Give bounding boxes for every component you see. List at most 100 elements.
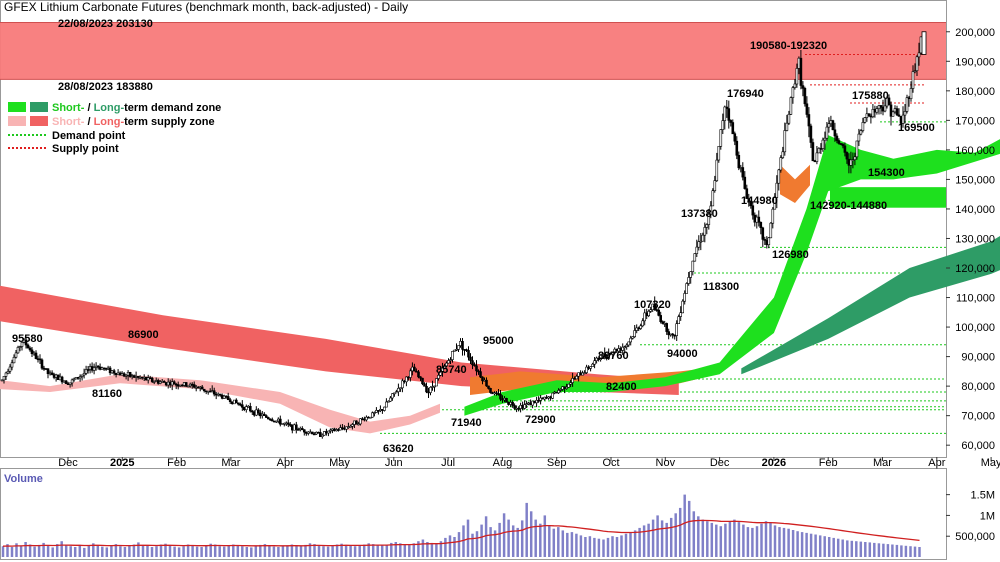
candle-body	[751, 205, 755, 216]
price-annotation: 94000	[667, 348, 698, 360]
candle-body	[767, 237, 771, 246]
candle-body	[559, 389, 562, 391]
volume-y-tick-label: 500,000	[955, 531, 995, 543]
candle-body	[875, 108, 879, 113]
candle-body	[821, 139, 825, 149]
candle-body	[286, 422, 290, 425]
candle-body	[621, 346, 625, 351]
candle-body	[831, 120, 835, 131]
candle-body	[661, 321, 665, 324]
candle-body	[799, 57, 803, 86]
candle-body	[495, 392, 498, 395]
candle-body	[731, 122, 735, 135]
candle-body	[647, 310, 651, 316]
candle-body	[327, 430, 330, 434]
candle-body	[713, 180, 717, 192]
candle-body	[551, 392, 554, 399]
candle-body	[94, 365, 98, 368]
candle-body	[164, 382, 168, 386]
candle-body	[423, 383, 426, 387]
candle-body	[264, 415, 268, 418]
candle-body	[395, 391, 398, 394]
candle-body	[805, 103, 809, 115]
candle-body	[126, 371, 130, 376]
candle-body	[10, 362, 14, 368]
candle-body	[387, 400, 390, 403]
candle-body	[749, 200, 753, 206]
y-tick-label: 170,000	[955, 115, 995, 127]
candle-body	[511, 401, 514, 406]
candle-body	[841, 144, 845, 147]
candle-body	[571, 378, 574, 383]
candle-body	[567, 383, 570, 388]
candle-body	[793, 83, 797, 88]
candle-body	[243, 406, 246, 410]
candle-body	[455, 348, 458, 351]
candle-body	[759, 222, 763, 229]
candle-body	[685, 283, 689, 294]
candle-body	[453, 349, 456, 352]
candle-body	[359, 418, 362, 425]
candle-body	[224, 395, 228, 398]
candle-body	[118, 372, 122, 376]
chart-title: GFEX Lithium Carbonate Futures (benchmar…	[4, 0, 408, 14]
y-tick-label: 200,000	[955, 27, 995, 39]
candle-body	[66, 383, 70, 386]
candle-body	[154, 380, 158, 382]
candle-body	[525, 403, 528, 406]
candle-body	[911, 71, 915, 89]
candle-body	[174, 383, 178, 386]
candle-body	[709, 205, 713, 215]
candle-body	[447, 360, 450, 364]
candle-body	[745, 188, 749, 199]
candle-body	[122, 373, 126, 377]
y-tick-label: 130,000	[955, 233, 995, 245]
candle-body	[479, 371, 482, 378]
x-axis: Dec 2025 Feb Mar Apr May Jun Jul Aug Sep Oct Nov Dec…	[58, 457, 1000, 469]
candle-body	[773, 197, 777, 210]
supply-zone-high-label: 22/08/2023 203130	[58, 18, 153, 30]
candle-body	[86, 369, 90, 371]
candle-body	[150, 377, 154, 382]
candle-body	[184, 382, 188, 387]
candle-body	[581, 372, 584, 376]
candle-body	[763, 239, 767, 241]
candle-body	[887, 97, 891, 106]
candle-body	[715, 159, 719, 182]
candle-body	[355, 420, 358, 425]
candle-body	[791, 87, 795, 98]
candle-body	[599, 358, 602, 361]
price-annotation: 144980	[741, 195, 778, 207]
candle-body	[633, 330, 637, 337]
candle-body	[345, 426, 348, 430]
candle-body	[859, 130, 863, 135]
candle-body	[675, 323, 679, 336]
candle-body	[903, 111, 907, 116]
y-tick-label: 110,000	[956, 293, 995, 305]
candle-body	[415, 370, 418, 373]
candle-body	[300, 428, 304, 431]
candle-body	[188, 383, 192, 387]
candle-body	[210, 390, 214, 393]
candles-layer	[0, 31, 927, 439]
price-annotation: 190580-192320	[750, 40, 827, 52]
candle-body	[889, 104, 893, 117]
candle-body	[489, 387, 492, 393]
candle-body	[895, 108, 899, 116]
candle-body	[186, 385, 190, 388]
candle-body	[162, 380, 166, 383]
candle-body	[132, 375, 136, 378]
x-tick-label: Dec	[58, 457, 78, 469]
candle-body	[741, 167, 745, 178]
price-annotation: 126980	[772, 249, 809, 261]
candle-body	[322, 431, 326, 436]
candle-body	[603, 353, 607, 357]
candle-body	[46, 368, 50, 375]
candle-body	[681, 300, 685, 314]
candle-body	[389, 397, 392, 402]
candle-body	[471, 360, 474, 366]
candle-body	[817, 148, 821, 154]
candle-body	[237, 402, 240, 405]
candle-body	[212, 390, 216, 395]
